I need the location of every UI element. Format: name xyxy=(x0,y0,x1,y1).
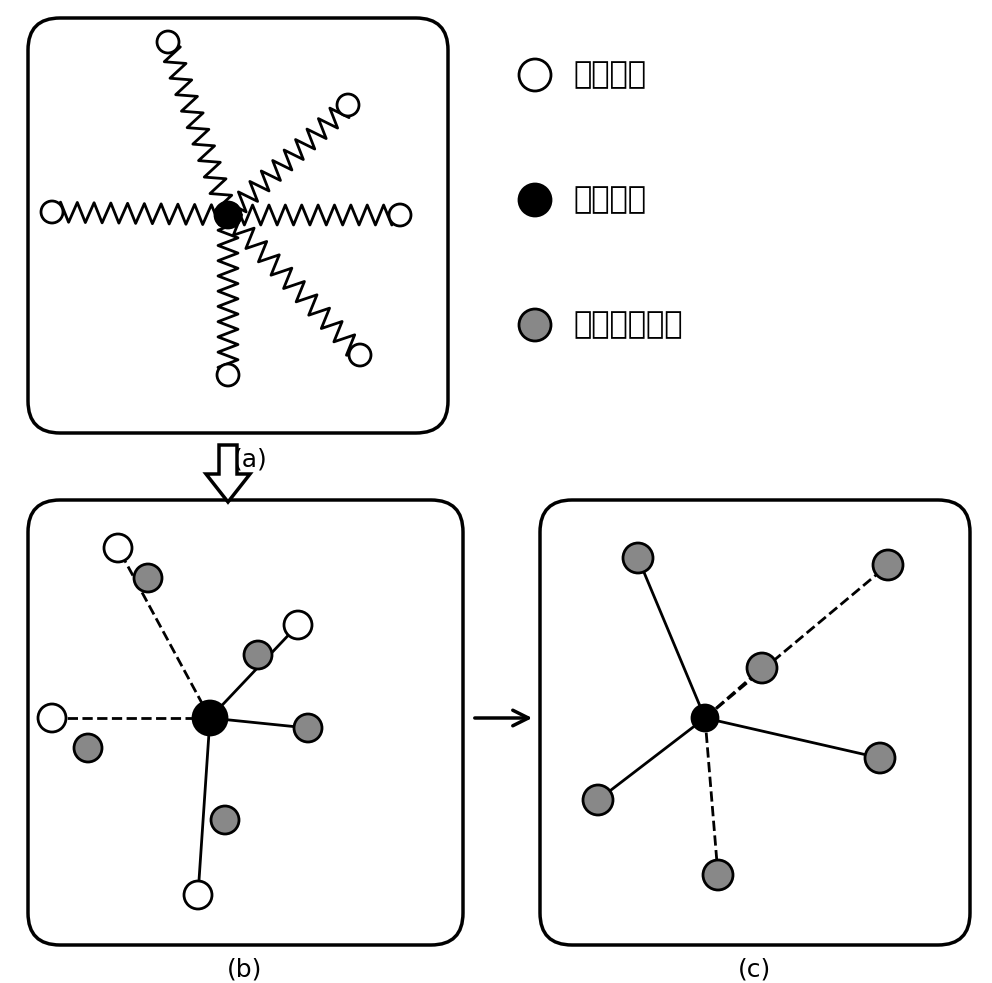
Circle shape xyxy=(215,202,241,228)
Circle shape xyxy=(211,806,239,834)
Circle shape xyxy=(692,705,718,731)
Circle shape xyxy=(244,641,272,669)
Circle shape xyxy=(583,785,613,815)
Text: (c): (c) xyxy=(738,958,772,982)
Circle shape xyxy=(134,564,162,592)
Text: 邻居节点: 邻居节点 xyxy=(573,61,646,89)
Text: 中心节点: 中心节点 xyxy=(573,186,646,214)
Circle shape xyxy=(519,184,551,216)
FancyBboxPatch shape xyxy=(28,18,448,433)
Circle shape xyxy=(74,734,102,762)
Circle shape xyxy=(217,364,239,386)
Circle shape xyxy=(389,204,411,226)
Circle shape xyxy=(193,701,227,735)
Circle shape xyxy=(337,94,359,116)
Circle shape xyxy=(294,714,322,742)
Polygon shape xyxy=(206,445,250,502)
Circle shape xyxy=(873,550,903,580)
Text: (a): (a) xyxy=(233,448,268,472)
Circle shape xyxy=(104,534,132,562)
Circle shape xyxy=(519,309,551,341)
Text: (b): (b) xyxy=(227,958,263,982)
Circle shape xyxy=(703,860,733,890)
Text: 节点新的位置: 节点新的位置 xyxy=(573,311,682,339)
Circle shape xyxy=(865,743,895,773)
Circle shape xyxy=(184,881,212,909)
Circle shape xyxy=(157,31,179,53)
Circle shape xyxy=(747,653,777,683)
Circle shape xyxy=(41,201,63,223)
Circle shape xyxy=(284,611,312,639)
Circle shape xyxy=(519,59,551,91)
Circle shape xyxy=(623,543,653,573)
FancyBboxPatch shape xyxy=(540,500,970,945)
FancyBboxPatch shape xyxy=(28,500,463,945)
Circle shape xyxy=(38,704,66,732)
Circle shape xyxy=(349,344,371,366)
